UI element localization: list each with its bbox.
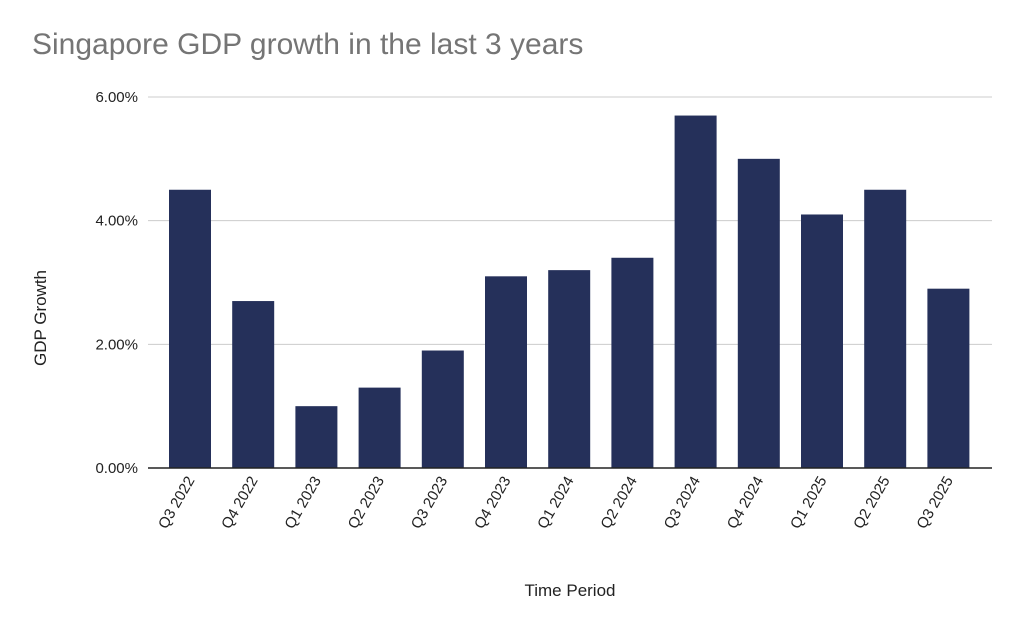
x-tick-label: Q2 2023 [345, 474, 388, 532]
x-tick-label: Q4 2024 [724, 474, 767, 532]
x-tick-label: Q3 2023 [408, 474, 451, 532]
x-axis-title: Time Period [524, 581, 615, 600]
bar [611, 257, 654, 468]
x-tick-label: Q3 2024 [661, 474, 704, 532]
bar [232, 301, 275, 468]
bar [801, 214, 843, 468]
y-tick-label: 6.00% [95, 89, 138, 106]
x-tick-label: Q4 2023 [471, 474, 514, 532]
bar [358, 387, 401, 468]
y-axis-title: GDP Growth [31, 270, 50, 366]
bar [169, 189, 211, 468]
bar [295, 406, 338, 468]
chart-title: Singapore GDP growth in the last 3 years [32, 28, 584, 61]
x-tick-label: Q2 2024 [597, 474, 640, 532]
y-tick-label: 4.00% [95, 213, 138, 230]
x-tick-label: Q1 2025 [787, 474, 830, 532]
x-tick-label: Q4 2022 [218, 474, 261, 532]
bar [737, 158, 780, 469]
x-tick-label: Q3 2025 [913, 474, 956, 532]
bar [674, 115, 717, 469]
x-tick-label: Q1 2024 [534, 474, 577, 532]
x-tick-label: Q2 2025 [850, 474, 893, 532]
y-tick-label: 0.00% [95, 460, 138, 477]
x-tick-label: Q3 2022 [155, 474, 198, 532]
bar [485, 276, 527, 468]
bar [421, 350, 464, 468]
y-tick-label: 2.00% [95, 336, 138, 353]
bar [864, 189, 907, 468]
bar [927, 288, 970, 468]
x-tick-label: Q1 2023 [281, 474, 324, 532]
bar [548, 270, 591, 468]
